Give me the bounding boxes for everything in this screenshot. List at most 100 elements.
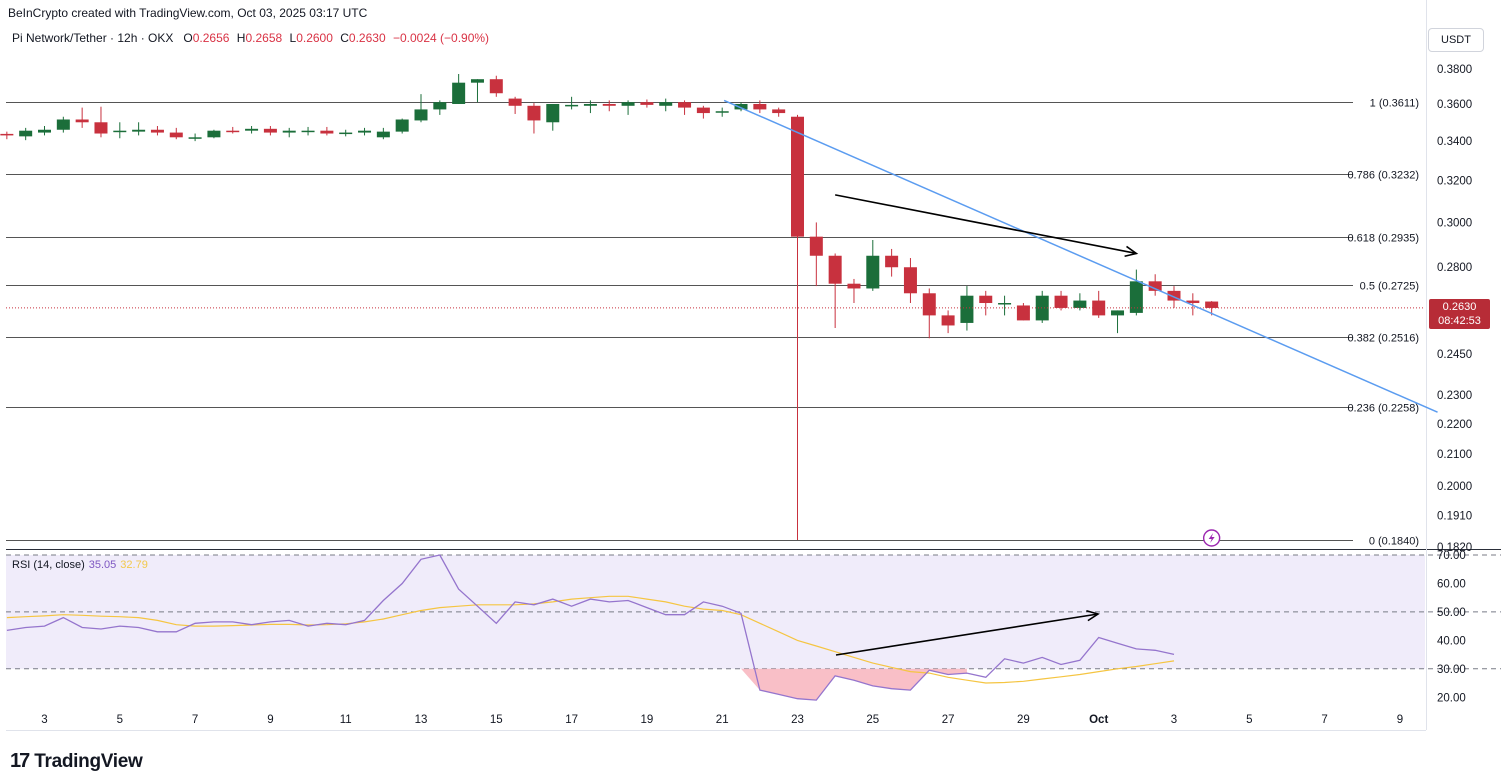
price-lower-high-arrow <box>834 194 1139 258</box>
close-value: 0.2630 <box>348 31 386 45</box>
tradingview-logo-text: TradingView <box>34 750 143 772</box>
candle-body <box>1167 290 1181 301</box>
time-axis-tick: 7 <box>192 714 198 726</box>
open-label: O <box>183 31 193 45</box>
time-axis-tick: 9 <box>1397 714 1403 726</box>
candles-group <box>0 74 1219 540</box>
price-axis-tick: 0.1820 <box>1437 542 1472 554</box>
time-axis-tick: 27 <box>942 714 955 726</box>
candle-body <box>1016 305 1030 321</box>
rsi-value: 35.05 <box>88 559 117 571</box>
candle-body <box>489 79 503 94</box>
candle-body <box>960 295 974 323</box>
candle-body <box>791 116 804 237</box>
candle-body <box>1186 300 1200 304</box>
candle-body <box>508 98 522 106</box>
candle-body <box>395 119 409 132</box>
price-axis-tick: 0.3200 <box>1437 175 1472 187</box>
candle-body <box>941 315 955 326</box>
price-axis-tick: 0.3800 <box>1437 64 1472 76</box>
time-axis-tick: 29 <box>1017 714 1030 726</box>
rsi-title: RSI (14, close) <box>12 559 85 571</box>
tradingview-logo-mark: 17 <box>10 750 30 772</box>
price-axis-tick: 0.2450 <box>1437 349 1472 361</box>
candle-body <box>979 295 993 304</box>
fib-level-label: 0.786 (0.3232) <box>1347 170 1419 182</box>
candle-body <box>640 102 654 105</box>
candle-body <box>678 102 692 108</box>
low-value: 0.2600 <box>296 31 333 45</box>
candle-body <box>75 119 89 123</box>
fib-level-label: 0.236 (0.2258) <box>1347 403 1419 415</box>
candle-body <box>226 130 240 133</box>
candle-body <box>809 236 823 256</box>
candle-body <box>1073 300 1087 308</box>
candle-body <box>922 293 936 316</box>
time-axis-tick: 5 <box>117 714 123 726</box>
rsi-ma-line <box>6 595 1175 684</box>
close-label: C <box>340 31 349 45</box>
candle-body <box>527 105 541 121</box>
candle-body <box>358 130 372 133</box>
tradingview-logo[interactable]: 17 TradingView <box>10 750 143 773</box>
time-axis-tick: Oct <box>1089 714 1108 726</box>
candle-body <box>621 102 635 106</box>
candle-body <box>903 267 917 294</box>
candle-body <box>245 128 259 131</box>
price-axis-tick: 0.3400 <box>1437 136 1472 148</box>
candle-body <box>452 82 466 104</box>
fib-level-label: 0.382 (0.2516) <box>1347 333 1419 345</box>
rsi-axis-tick: 70.00 <box>1437 550 1466 562</box>
candle-body <box>263 128 277 133</box>
candle-body <box>1148 281 1162 291</box>
rsi-legend: RSI (14, close) 35.05 32.79 <box>12 559 148 571</box>
rsi-axis-tick: 20.00 <box>1437 692 1466 704</box>
candle-body <box>282 130 296 133</box>
candle-body <box>301 130 315 133</box>
candle-body <box>150 129 164 133</box>
candle-body <box>376 131 390 138</box>
candle-body <box>546 103 560 123</box>
high-label: H <box>236 31 246 45</box>
rsi-axis-tick: 50.00 <box>1437 607 1466 619</box>
time-axis-tick: 23 <box>791 714 804 726</box>
candle-body <box>828 255 842 284</box>
fib-level-label: 1 (0.3611) <box>1370 98 1419 110</box>
candle-body <box>414 109 428 121</box>
descending-trendline <box>723 99 1438 413</box>
candle-body <box>602 103 616 106</box>
time-axis-tick: 17 <box>565 714 578 726</box>
open-value: 0.2656 <box>192 31 230 45</box>
candle-body <box>565 104 579 107</box>
time-axis-tick: 5 <box>1246 714 1252 726</box>
time-axis-tick: 25 <box>866 714 879 726</box>
time-axis-tick: 3 <box>1171 714 1177 726</box>
last-price-tag: 0.2630 08:42:53 <box>1429 299 1490 329</box>
candle-body <box>188 137 202 139</box>
candle-body <box>1205 301 1219 308</box>
candle-body <box>659 102 673 106</box>
rsi-oversold-fill <box>741 668 967 701</box>
candle-body <box>470 79 484 83</box>
candle-body <box>113 130 127 133</box>
time-axis-tick: 19 <box>641 714 654 726</box>
time-axis-tick: 9 <box>267 714 273 726</box>
chart-credit: BeInCrypto created with TradingView.com,… <box>8 6 368 20</box>
candle-body <box>885 255 899 268</box>
candle-body <box>1054 295 1068 308</box>
time-axis-tick: 7 <box>1321 714 1327 726</box>
candle-body <box>0 133 14 136</box>
ohlc-legend: Pi Network/Tether · 12h · OKX O0.2656 H0… <box>12 31 493 45</box>
currency-selector[interactable]: USDT <box>1428 28 1484 52</box>
price-axis-tick: 0.2800 <box>1437 262 1472 274</box>
time-axis-tick: 11 <box>340 714 352 726</box>
candle-body <box>998 303 1012 305</box>
price-axis-tick: 0.2100 <box>1437 449 1472 461</box>
high-value: 0.2658 <box>245 31 283 45</box>
fib-level-label: 0.618 (0.2935) <box>1347 233 1419 245</box>
candle-body <box>339 132 353 135</box>
last-price: 0.2630 <box>1442 301 1477 313</box>
price-axis-tick: 0.3600 <box>1437 99 1472 111</box>
rsi-axis-tick: 60.00 <box>1437 578 1466 590</box>
